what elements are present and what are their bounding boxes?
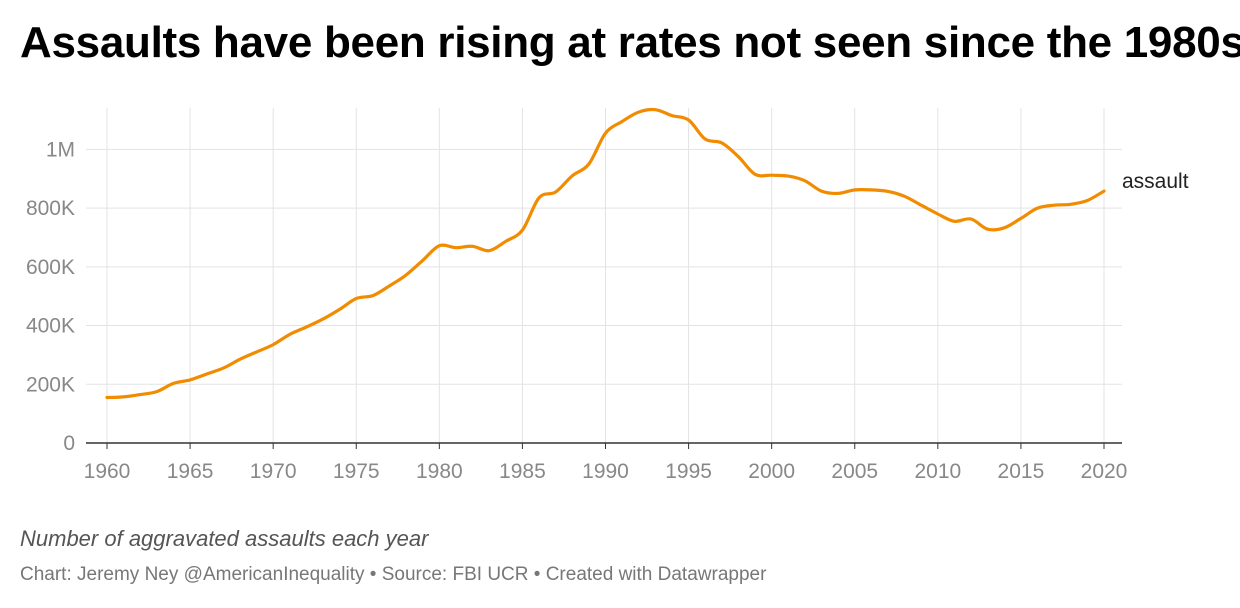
y-tick-label: 0 bbox=[63, 432, 75, 455]
y-tick-label: 1M bbox=[46, 138, 75, 161]
y-tick-label: 400K bbox=[26, 315, 75, 338]
x-tick-label: 2020 bbox=[1081, 460, 1128, 483]
series-layer: assault bbox=[105, 107, 1189, 400]
x-axis: 1960 1965 1970 1975 1980 1985 1990 1995 2000 2005… bbox=[84, 442, 1128, 483]
chart-credits: Chart: Jeremy Ney @AmericanInequality • … bbox=[20, 564, 767, 585]
chart-description: Number of aggravated assaults each year bbox=[20, 526, 429, 551]
gridlines bbox=[86, 108, 1122, 443]
chart-title: Assaults have been rising at rates not s… bbox=[20, 18, 1240, 67]
x-tick-label: 1990 bbox=[582, 460, 629, 483]
y-axis-tick-labels: 0 200K 400K 600K 800K 1M bbox=[26, 138, 75, 455]
y-tick-label: 600K bbox=[26, 256, 75, 279]
x-tick-label: 1970 bbox=[250, 460, 297, 483]
x-tick-label: 1985 bbox=[499, 460, 546, 483]
x-tick-label: 2015 bbox=[998, 460, 1045, 483]
x-tick-label: 2005 bbox=[831, 460, 878, 483]
y-tick-label: 200K bbox=[26, 373, 75, 396]
y-tick-label: 800K bbox=[26, 197, 75, 220]
x-tick-label: 2000 bbox=[748, 460, 795, 483]
x-tick-label: 1965 bbox=[167, 460, 214, 483]
series-line-assault bbox=[105, 107, 1106, 400]
x-tick-label: 1975 bbox=[333, 460, 380, 483]
x-tick-label: 2010 bbox=[914, 460, 961, 483]
x-tick-label: 1980 bbox=[416, 460, 463, 483]
x-tick-label: 1995 bbox=[665, 460, 712, 483]
x-tick-label: 1960 bbox=[84, 460, 131, 483]
series-label-assault: assault bbox=[1122, 170, 1189, 193]
